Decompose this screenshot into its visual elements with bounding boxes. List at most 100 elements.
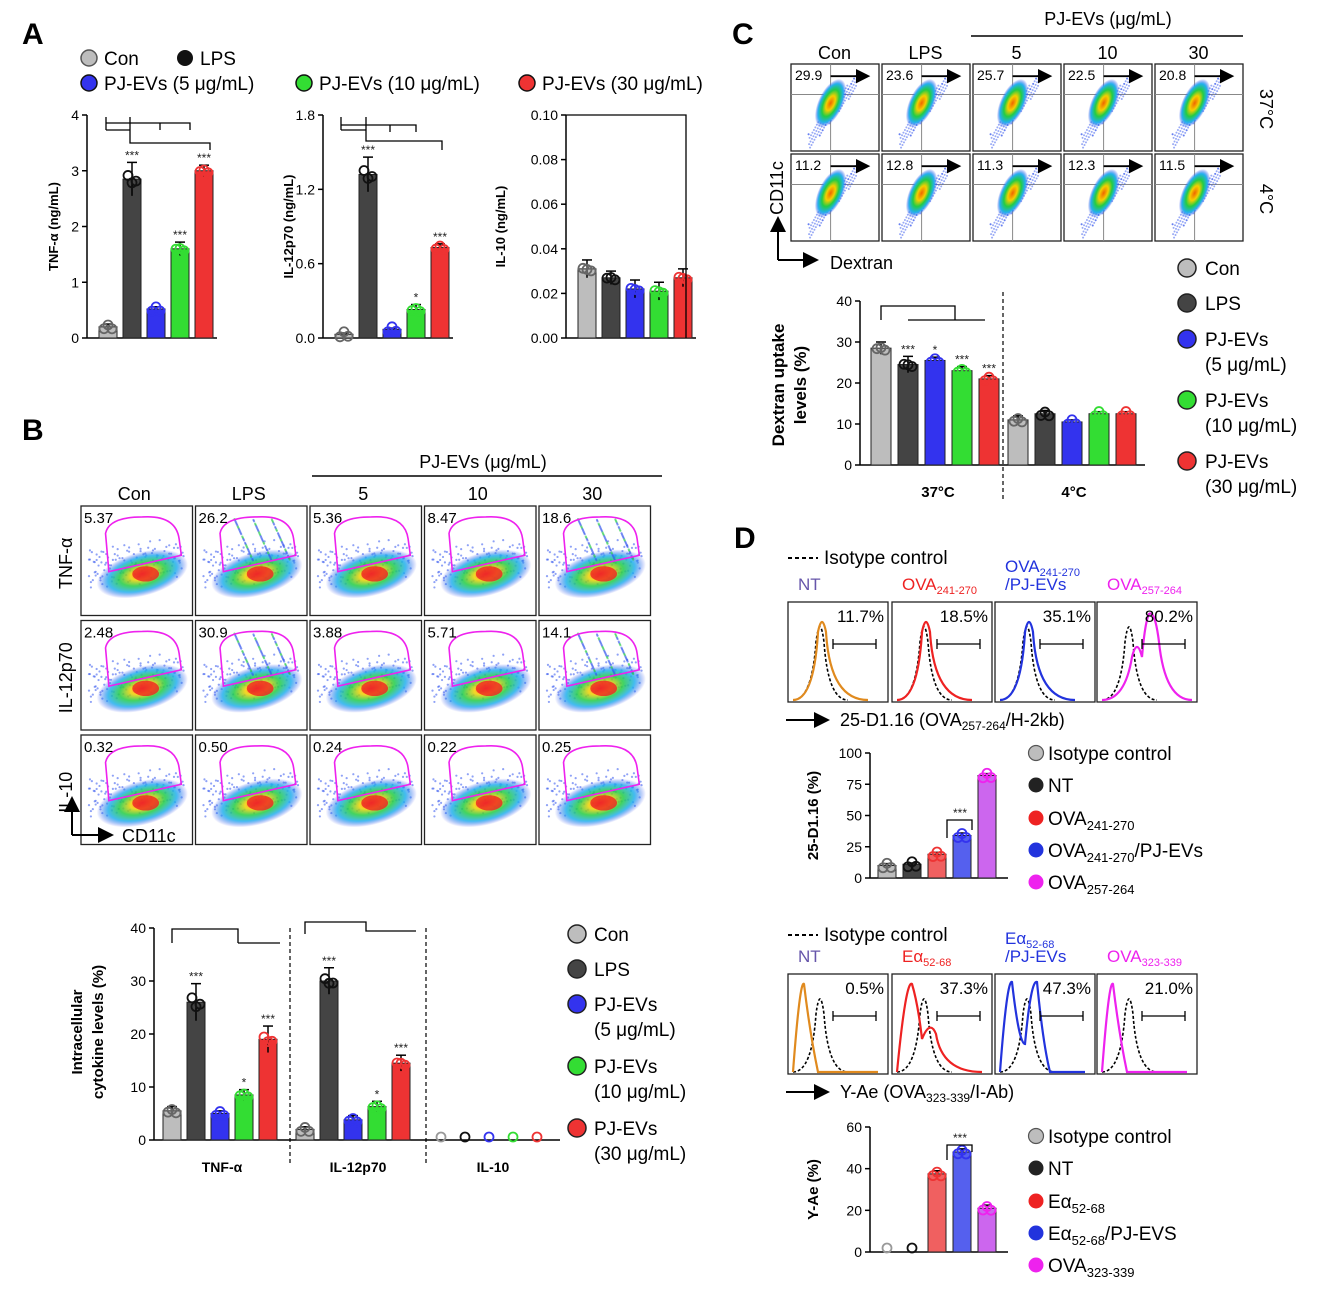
y-axis-label-2: levels (%): [791, 346, 810, 424]
flow-dot: [552, 688, 555, 692]
flow-dot: [1086, 222, 1089, 225]
flow-dot: [553, 787, 556, 791]
flow-dot: [1213, 89, 1216, 92]
flow-dot-upper: [584, 535, 587, 538]
flow-dot: [114, 673, 117, 676]
flow-dot: [88, 558, 92, 561]
flow-dot: [322, 675, 325, 678]
flow-dot: [1035, 177, 1038, 180]
bar-0: [577, 268, 597, 339]
flow-dot: [405, 661, 408, 664]
flow-dot: [327, 555, 330, 559]
hist-x-axis-sub: 257-264: [962, 719, 1006, 733]
flow-dot: [165, 774, 168, 777]
flow-dot: [1001, 218, 1004, 221]
flow-dot: [574, 554, 577, 557]
flow-dot: [563, 676, 566, 679]
flow-dot: [584, 549, 587, 552]
flow-dot: [431, 804, 434, 807]
flow-dot: [998, 223, 1001, 226]
flow-dot: [439, 558, 442, 562]
flow-dot: [901, 137, 904, 140]
flow-dot-upper: [584, 650, 587, 653]
y-tick-label: 25: [846, 839, 862, 855]
legend-label-0: Con: [1205, 259, 1240, 280]
flow-dot: [994, 219, 997, 222]
flow-dot: [455, 787, 458, 790]
flow-value-0-2: 5.36: [313, 510, 342, 527]
flow-dot: [469, 778, 472, 781]
flow-dot: [906, 219, 909, 222]
legend-label-sub-2: 241-270: [1087, 818, 1135, 833]
legend-label-2: PJ-EVs: [1205, 330, 1268, 351]
flow-dot: [218, 563, 221, 566]
flow-dot: [1209, 90, 1212, 93]
flow-dot: [481, 657, 484, 660]
flow-dot: [1085, 219, 1088, 222]
flow-dot: [900, 146, 903, 149]
flow-dot-upper: [587, 656, 590, 659]
flow-dot: [214, 664, 218, 668]
flow-dot-upper: [241, 535, 244, 538]
flow-dot: [848, 91, 851, 94]
flow-dot: [992, 224, 995, 227]
flow-dot: [126, 664, 129, 667]
flow-dot: [1125, 173, 1128, 176]
flow-dot-upper: [269, 672, 272, 675]
bar-0-4: [978, 378, 1000, 466]
flow-dot: [851, 86, 854, 89]
flow-dot: [945, 171, 948, 174]
bar-4-point: [677, 272, 689, 284]
flow-dot: [357, 660, 360, 664]
hist-value-2: 47.3%: [1043, 979, 1091, 998]
flow-dot: [252, 543, 255, 546]
flow-dot: [1124, 86, 1127, 89]
flow-gate: [219, 516, 297, 573]
flow-dot: [1179, 129, 1182, 132]
flow-density-core: [132, 795, 160, 811]
legend-marker-0: [567, 924, 587, 944]
flow-dot-upper: [275, 528, 278, 531]
flow-dot: [226, 787, 229, 790]
flow-dot: [273, 653, 276, 656]
legend-label-3: PJ-EVs: [1205, 391, 1268, 412]
flow-dot: [118, 557, 121, 560]
sig-label-0-4: ***: [982, 362, 996, 376]
sample-curve-1: [895, 982, 983, 1074]
flow-dot: [616, 768, 619, 771]
flow-dot: [1215, 86, 1218, 89]
flow-dot: [944, 167, 947, 170]
flow-dot: [342, 553, 345, 556]
flow-density-core: [246, 680, 274, 697]
flow-dot-upper: [242, 652, 245, 655]
flow-dot: [203, 778, 206, 781]
flow-dot: [1027, 96, 1030, 99]
flow-dot: [502, 653, 505, 656]
flow-dot: [846, 94, 849, 97]
flow-dot: [991, 146, 994, 149]
y-tick-label: 75: [846, 776, 862, 792]
legend-a-marker-pj10: [295, 74, 313, 92]
flow-dot: [1210, 84, 1213, 87]
flow-dot: [100, 664, 103, 668]
flow-dot: [853, 167, 856, 170]
flow-dot: [366, 772, 369, 775]
flow-dot: [94, 803, 97, 806]
flow-dot: [329, 550, 332, 553]
flow-dot-upper: [246, 547, 250, 551]
flow-dot: [268, 776, 271, 779]
flow-dot: [1086, 132, 1089, 135]
flow-dot: [253, 776, 257, 779]
flow-dot-upper: [627, 548, 630, 551]
flow-dot: [903, 129, 906, 132]
flow-dot: [552, 574, 555, 577]
flow-dot: [549, 579, 552, 582]
flow-dot-upper: [587, 541, 590, 544]
flow-dot: [458, 787, 461, 790]
flow-dot: [942, 176, 945, 179]
flow-dot: [1080, 223, 1083, 226]
flow-dot: [1177, 222, 1180, 225]
flow-dot: [209, 688, 212, 692]
flow-dot: [204, 580, 207, 584]
